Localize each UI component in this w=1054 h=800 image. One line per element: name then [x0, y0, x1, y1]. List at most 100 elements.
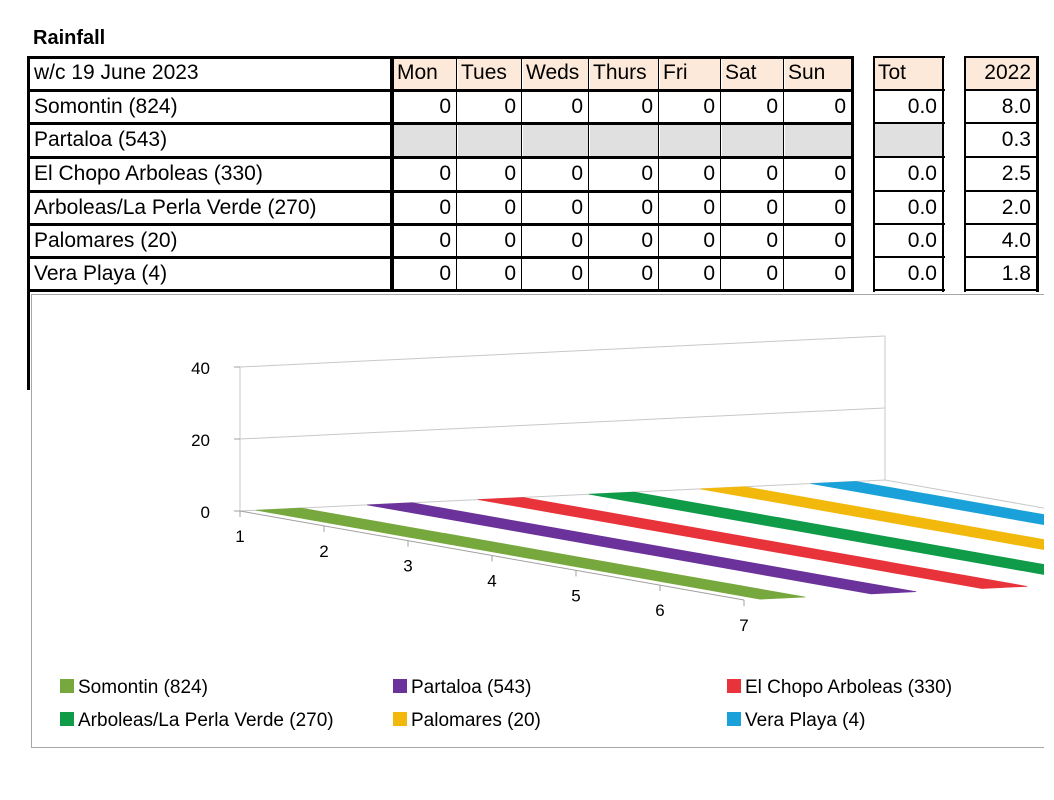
bar-Partaloa (543) — [439, 515, 557, 531]
table-border — [873, 289, 945, 291]
table-border — [27, 190, 854, 193]
year-2022-cell: 4.0 — [1001, 229, 1031, 252]
table-border — [964, 122, 1039, 124]
table-border — [964, 156, 1039, 158]
station-name: Vera Playa (4) — [34, 262, 168, 285]
x-tick-label: 5 — [571, 586, 580, 605]
rain-cell: 0 — [766, 196, 778, 219]
rain-cell: 0 — [439, 162, 451, 185]
rain-cell: 0 — [571, 162, 583, 185]
legend-swatch — [727, 711, 741, 726]
total-cell: 0.0 — [907, 196, 937, 219]
bar-Palomares (20) — [771, 499, 890, 515]
series-4 — [699, 486, 1054, 552]
bar-Arboleas/La Perla Verde (270) — [588, 491, 707, 508]
rain-cell — [458, 124, 521, 156]
rain-cell: 0 — [766, 262, 778, 285]
table-border — [27, 256, 854, 259]
table-border — [873, 89, 945, 91]
bar-Partaloa (543) — [799, 578, 917, 595]
rain-cell: 0 — [571, 95, 583, 118]
table-border — [964, 89, 1039, 91]
bar-El Chopo Arboleas (330) — [909, 573, 1028, 589]
gridline — [239, 335, 886, 368]
station-name: Partaloa (543) — [34, 128, 168, 151]
rain-cell: 0 — [641, 95, 653, 118]
table-border — [720, 56, 721, 292]
page-title: Rainfall — [33, 27, 106, 49]
year-2022-cell: 0.3 — [1001, 128, 1031, 151]
year-2022-cell: 1.8 — [1001, 262, 1031, 285]
rain-cell: 0 — [439, 196, 451, 219]
rain-cell: 0 — [834, 162, 846, 185]
rain-cell: 0 — [571, 196, 583, 219]
series-2 — [477, 497, 1028, 589]
station-name: Arboleas/La Perla Verde (270) — [34, 196, 317, 219]
table-border — [873, 223, 945, 225]
bar-Somontin (824) — [472, 545, 590, 562]
bar-El Chopo Arboleas (330) — [765, 547, 884, 564]
x-tick-label: 7 — [739, 616, 748, 635]
rain-cell: 0 — [703, 229, 715, 252]
week-label: w/c 19 June 2023 — [34, 61, 199, 84]
table-border — [964, 56, 966, 292]
table-border — [390, 56, 394, 292]
table-border — [873, 56, 875, 292]
bar-Arboleas/La Perla Verde (270) — [804, 529, 923, 546]
x-tick-label: 1 — [235, 527, 244, 546]
bar-Palomares (20) — [915, 524, 1034, 541]
gridline — [239, 479, 886, 512]
rain-cell — [590, 124, 658, 156]
bar-Vera Playa (4) — [1026, 520, 1054, 527]
table-border — [964, 256, 1039, 258]
legend-swatch — [60, 678, 74, 693]
bar-Arboleas/La Perla Verde (270) — [660, 504, 779, 520]
rain-cell: 0 — [504, 196, 516, 219]
legend-label: Partaloa (543) — [411, 677, 532, 698]
bar-El Chopo Arboleas (330) — [693, 535, 812, 551]
y-tick-label: 20 — [191, 431, 210, 450]
table-border — [456, 56, 457, 292]
year-2022-cell: 8.0 — [1001, 95, 1031, 118]
legend-label: Arboleas/La Perla Verde (270) — [78, 710, 334, 731]
bar-Vera Playa (4) — [954, 506, 1054, 523]
legend-swatch — [393, 711, 407, 726]
legend-label: Palomares (20) — [411, 710, 541, 731]
day-header-weds: Weds — [523, 57, 588, 89]
bar-Somontin (824) — [328, 520, 446, 536]
rain-cell: 0 — [703, 162, 715, 185]
rain-cell — [660, 124, 720, 156]
table-border — [873, 56, 945, 58]
bar-Somontin (824) — [400, 533, 518, 549]
bar-El Chopo Arboleas (330) — [549, 509, 668, 526]
rain-cell: 0 — [571, 262, 583, 285]
rain-cell: 0 — [439, 262, 451, 285]
bar-Palomares (20) — [987, 537, 1054, 552]
rain-cell: 0 — [504, 95, 516, 118]
legend-item: Palomares (20) — [393, 710, 541, 732]
x-tick-label: 2 — [319, 542, 328, 561]
total-cell: 0.0 — [907, 162, 937, 185]
rain-cell: 0 — [834, 95, 846, 118]
bar-Arboleas/La Perla Verde (270) — [1020, 568, 1054, 577]
legend-item: Vera Playa (4) — [727, 710, 865, 732]
y-tick-label: 0 — [201, 503, 210, 522]
year-2022-header: 2022 — [966, 57, 1036, 89]
bar-Partaloa (543) — [655, 553, 773, 569]
table-border — [783, 56, 784, 292]
table-border — [942, 56, 944, 292]
legend-label: Vera Playa (4) — [745, 710, 866, 731]
bar-Somontin (824) — [256, 507, 374, 524]
day-header-fri: Fri — [660, 57, 720, 89]
bar-Partaloa (543) — [367, 502, 485, 518]
rain-cell — [722, 124, 783, 156]
day-header-thurs: Thurs — [590, 57, 658, 89]
table-border — [588, 56, 589, 292]
bar-Vera Playa (4) — [882, 493, 1001, 510]
year-2022-cell: 2.5 — [1001, 162, 1031, 185]
rain-cell: 0 — [703, 196, 715, 219]
bar-Arboleas/La Perla Verde (270) — [948, 555, 1054, 571]
table-border — [27, 156, 854, 159]
rain-cell: 0 — [703, 262, 715, 285]
rain-cell: 0 — [641, 196, 653, 219]
